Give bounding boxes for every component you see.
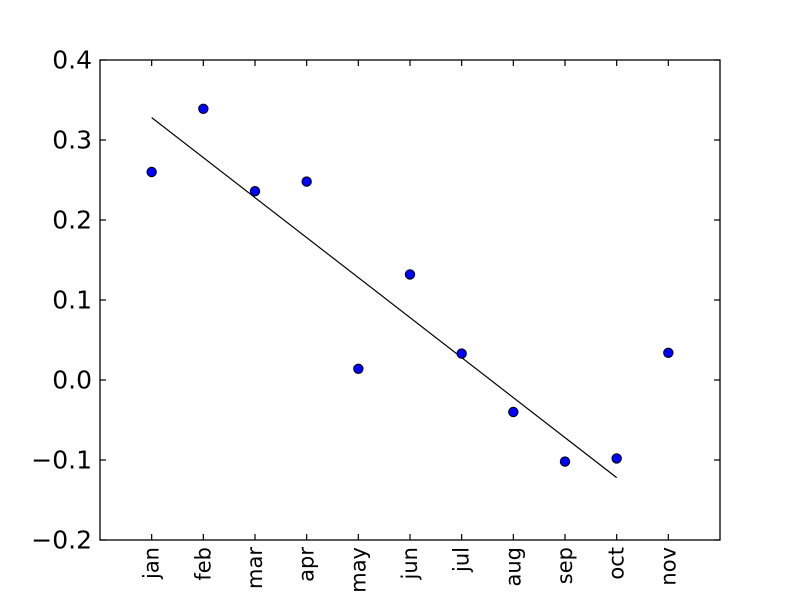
y-tick-label: 0.4 (52, 46, 92, 75)
data-point-mar (249, 186, 261, 197)
y-tick-label: −0.2 (31, 526, 92, 555)
trend-line (151, 117, 618, 479)
x-tick-label: aug (501, 547, 525, 587)
axes-frame (99, 59, 721, 541)
data-point-nov (663, 347, 674, 358)
data-point-sep (559, 456, 571, 467)
data-point-feb (198, 103, 209, 115)
x-tick-label: jun (398, 547, 422, 580)
data-point-apr (301, 176, 312, 187)
x-tick-label: oct (605, 547, 629, 580)
y-tick-label: −0.1 (31, 446, 92, 475)
data-point-may (353, 363, 364, 374)
y-tick-label: 0.2 (52, 206, 92, 235)
data-point-aug (508, 406, 519, 418)
data-point-jul (456, 348, 467, 359)
x-tick-label: may (346, 547, 370, 593)
x-tick-label: jan (140, 547, 164, 580)
x-tick-label: apr (295, 547, 319, 582)
x-tick-label: nov (656, 547, 680, 586)
x-tick-label: sep (553, 547, 577, 584)
y-tick-label: 0.0 (52, 366, 92, 395)
x-tick-label: jul (450, 547, 474, 573)
data-point-jan (146, 166, 157, 178)
x-tick-label: feb (191, 547, 215, 581)
y-tick-label: 0.1 (52, 286, 92, 315)
data-point-jun (404, 269, 416, 280)
y-tick-label: 0.3 (52, 126, 92, 155)
x-tick-label: mar (243, 547, 267, 589)
data-point-oct (611, 453, 622, 464)
